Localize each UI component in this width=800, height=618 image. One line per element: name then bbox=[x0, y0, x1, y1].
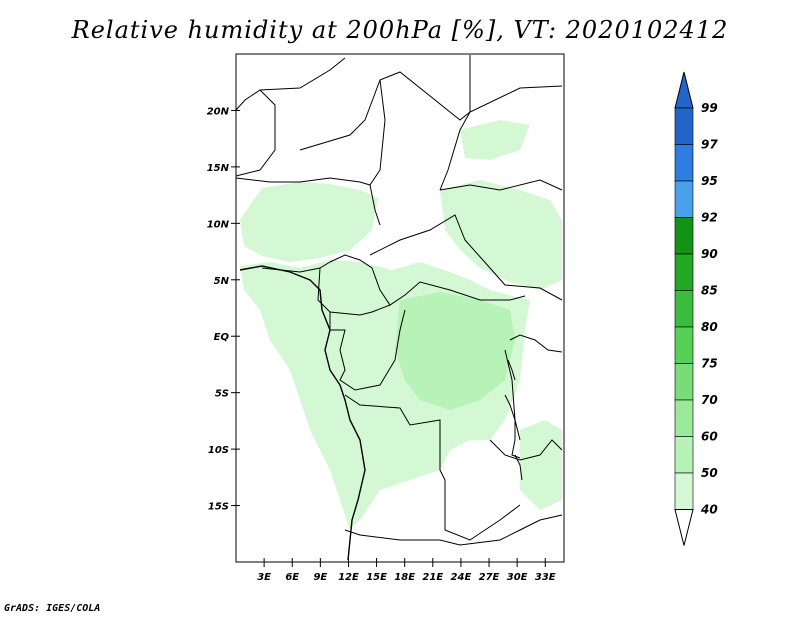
lat-label: 20N bbox=[207, 106, 230, 117]
colorbar-segment bbox=[674, 107, 694, 145]
lat-label: 15S bbox=[208, 502, 229, 513]
humidity-area-central bbox=[395, 292, 515, 410]
lon-label: 3E bbox=[257, 572, 271, 583]
lon-label: 12E bbox=[338, 572, 359, 583]
lake-outline bbox=[507, 359, 516, 381]
longitude-axis: 3E 6E 9E 12E 15E 18E 21E 24E 27E 30E 33E bbox=[257, 558, 556, 583]
colorbar: 99 97 95 92 90 85 80 75 70 60 50 40 bbox=[674, 71, 718, 546]
border-line bbox=[369, 214, 563, 301]
lat-label: 5N bbox=[214, 276, 230, 287]
lake-outline bbox=[514, 454, 523, 481]
lon-label: 27E bbox=[479, 572, 500, 583]
colorbar-label: 50 bbox=[701, 466, 718, 480]
colorbar-top-arrow bbox=[674, 71, 694, 109]
lon-label: 21E bbox=[422, 572, 443, 583]
colorbar-label: 92 bbox=[701, 211, 718, 225]
lon-label: 18E bbox=[394, 572, 415, 583]
border-line bbox=[504, 349, 521, 441]
country-borders bbox=[235, 55, 563, 546]
lon-label: 30E bbox=[507, 572, 528, 583]
border-line bbox=[235, 177, 371, 186]
colorbar-bottom-arrow bbox=[674, 509, 694, 546]
border-line bbox=[439, 179, 563, 191]
humidity-fill bbox=[240, 120, 562, 530]
lat-label: EQ bbox=[214, 332, 230, 343]
colorbar-label: 99 bbox=[701, 101, 718, 115]
border-line bbox=[299, 55, 471, 151]
colorbar-segment bbox=[674, 399, 694, 437]
lon-label: 33E bbox=[535, 572, 556, 583]
chart-title: Relative humidity at 200hPa [%], VT: 202… bbox=[71, 16, 729, 44]
map-border bbox=[235, 53, 565, 563]
border-line bbox=[329, 254, 526, 306]
border-line bbox=[259, 57, 346, 91]
lon-label: 15E bbox=[366, 572, 387, 583]
humidity-area-north bbox=[460, 120, 530, 160]
lat-label: 10N bbox=[207, 219, 230, 230]
border-line bbox=[369, 79, 386, 226]
border-line bbox=[344, 514, 563, 546]
colorbar-label: 95 bbox=[701, 174, 718, 188]
colorbar-segment bbox=[674, 436, 694, 474]
humidity-area-sahel bbox=[440, 180, 562, 290]
colorbar-label: 75 bbox=[701, 357, 718, 371]
colorbar-segment bbox=[674, 217, 694, 255]
lat-label: 10S bbox=[208, 445, 229, 456]
border-line bbox=[439, 85, 563, 191]
lon-label: 6E bbox=[285, 572, 299, 583]
colorbar-segment bbox=[674, 180, 694, 218]
lat-label: 15N bbox=[207, 163, 230, 174]
colorbar-label: 85 bbox=[701, 284, 718, 298]
border-line bbox=[235, 89, 276, 177]
lon-label: 24E bbox=[451, 572, 472, 583]
credit-text: GrADS: IGES/COLA bbox=[4, 603, 101, 614]
border-line bbox=[329, 309, 406, 391]
border-line bbox=[489, 439, 563, 461]
colorbar-label: 90 bbox=[701, 247, 718, 261]
colorbar-segment bbox=[674, 363, 694, 401]
coastline bbox=[239, 265, 366, 561]
border-line bbox=[317, 267, 391, 316]
colorbar-segment bbox=[674, 144, 694, 182]
lat-label: 5S bbox=[215, 389, 229, 400]
colorbar-label: 70 bbox=[701, 393, 718, 407]
colorbar-segment bbox=[674, 472, 694, 510]
colorbar-segment bbox=[674, 290, 694, 328]
colorbar-label: 80 bbox=[701, 320, 718, 334]
border-line bbox=[344, 394, 521, 541]
colorbar-label: 97 bbox=[701, 138, 718, 152]
border-line bbox=[509, 334, 563, 353]
humidity-area-south bbox=[520, 420, 562, 510]
humidity-area-west-africa bbox=[240, 182, 378, 262]
colorbar-label: 40 bbox=[700, 503, 718, 517]
lake-outline bbox=[504, 394, 521, 459]
latitude-axis: 20N 15N 10N 5N EQ 5S 10S 15S bbox=[207, 106, 240, 513]
colorbar-segment bbox=[674, 253, 694, 291]
lon-label: 9E bbox=[313, 572, 327, 583]
colorbar-label: 60 bbox=[701, 430, 718, 444]
colorbar-segment bbox=[674, 326, 694, 364]
